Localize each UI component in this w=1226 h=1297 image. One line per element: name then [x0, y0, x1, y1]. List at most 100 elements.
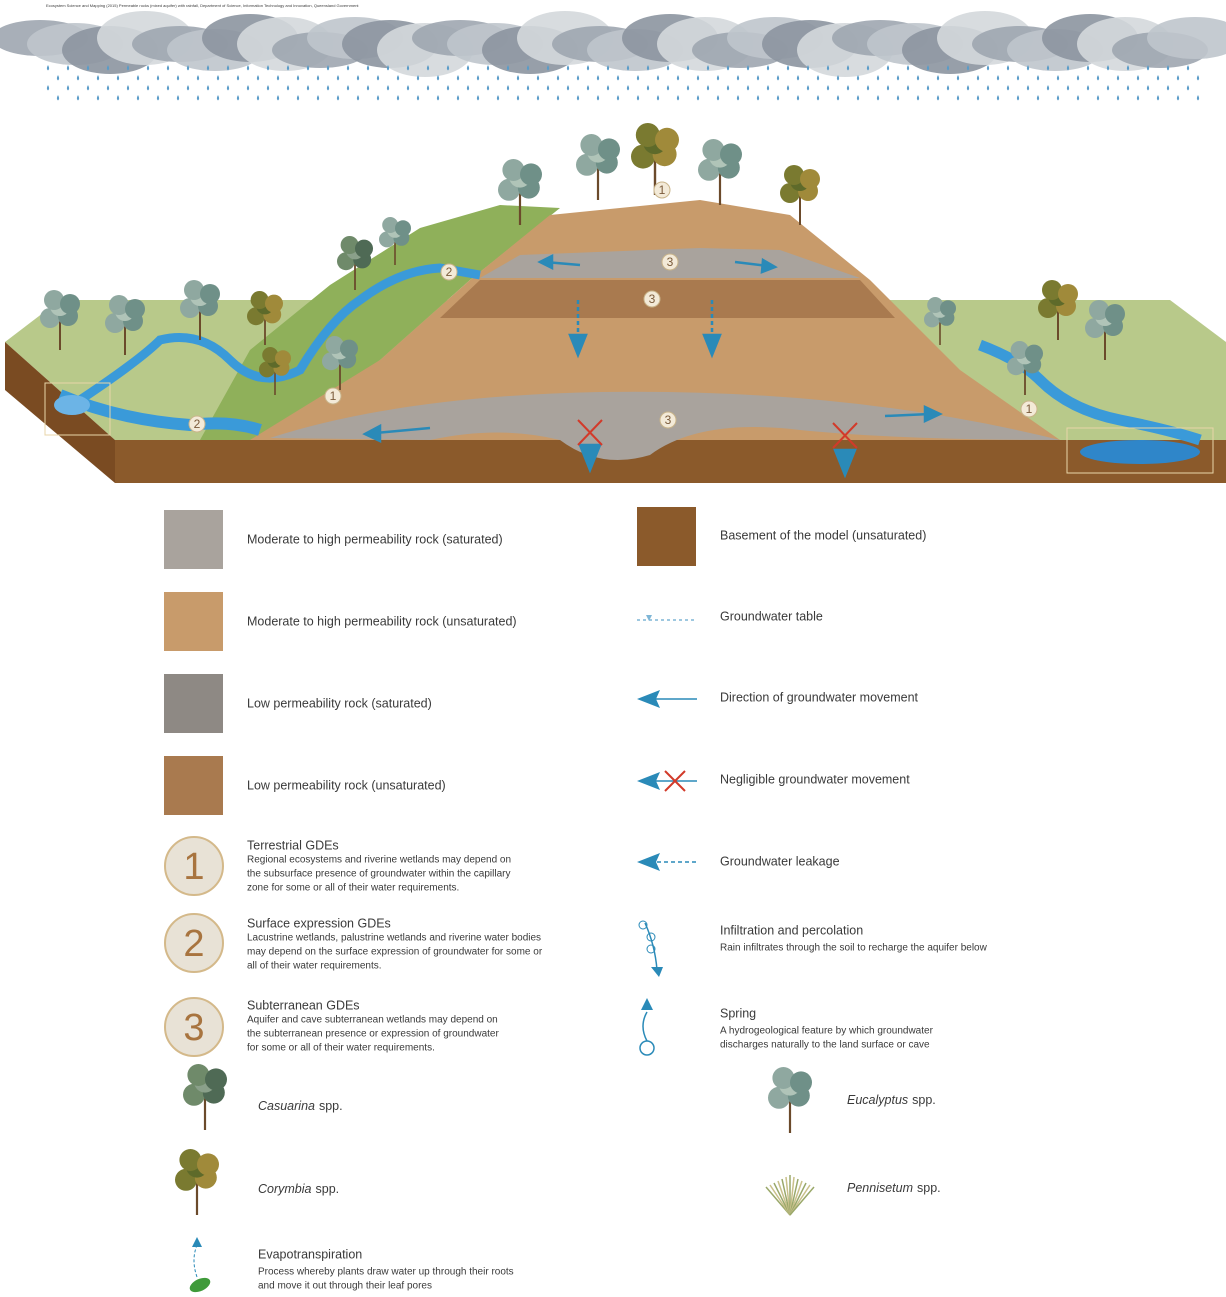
raindrop [177, 95, 179, 101]
raindrop [417, 95, 419, 101]
raindrop [907, 65, 909, 71]
legend-label: Basement of the model (unsaturated) [720, 528, 926, 542]
evapotranspiration-icon [192, 1237, 202, 1247]
foliage [60, 294, 80, 314]
raindrop [137, 95, 139, 101]
raindrop [377, 75, 379, 81]
process-description: Rain infiltrates through the soil to rec… [720, 943, 988, 954]
raindrop [597, 95, 599, 101]
landscape [5, 200, 1226, 483]
plant-label: Casuarinaspp. [258, 1099, 343, 1113]
raindrop [697, 95, 699, 101]
foliage [790, 1071, 812, 1093]
raindrop [127, 85, 129, 91]
infiltration-icon [645, 923, 657, 970]
foliage [1105, 304, 1125, 324]
raindrop [1157, 75, 1159, 81]
raindrop [627, 85, 629, 91]
foliage [720, 143, 742, 165]
gde-title: Subterranean GDEs [247, 998, 360, 1012]
raindrop [777, 95, 779, 101]
foliage [355, 240, 373, 258]
raindrop [567, 65, 569, 71]
plant-genus: Eucalyptus [847, 1093, 908, 1107]
raindrop [1087, 85, 1089, 91]
foliage [940, 300, 956, 316]
raindrop [427, 85, 429, 91]
raindrop [877, 75, 879, 81]
raindrop [587, 85, 589, 91]
raindrop [477, 75, 479, 81]
legend-label: Moderate to high permeability rock (unsa… [247, 614, 517, 628]
raindrop [987, 65, 989, 71]
raindrop [207, 85, 209, 91]
raindrop [1167, 85, 1169, 91]
raindrop [757, 95, 759, 101]
raindrop [767, 65, 769, 71]
marker-label: 2 [446, 265, 453, 279]
foliage [598, 138, 620, 160]
raindrop [847, 85, 849, 91]
raindrop [567, 85, 569, 91]
raindrop [317, 95, 319, 101]
raindrop [677, 75, 679, 81]
raindrop [1007, 85, 1009, 91]
foliage [275, 350, 291, 366]
attribution: Ecosystem Science and Mapping (2015) Per… [46, 3, 359, 8]
raindrop [97, 95, 99, 101]
raindrop [827, 85, 829, 91]
raindrop [937, 75, 939, 81]
foliage [205, 1068, 227, 1090]
raindrop [1147, 85, 1149, 91]
raindrop [557, 75, 559, 81]
raindrop [517, 75, 519, 81]
raindrop [477, 95, 479, 101]
raindrop [947, 85, 949, 91]
evapotranspiration-icon [187, 1275, 212, 1295]
raindrop [357, 95, 359, 101]
raindrop [247, 65, 249, 71]
raindrop [1177, 95, 1179, 101]
raindrop [1117, 95, 1119, 101]
raindrop [927, 85, 929, 91]
raindrop [807, 85, 809, 91]
raindrop [707, 85, 709, 91]
raindrop [817, 95, 819, 101]
marker-label: 1 [1026, 402, 1033, 416]
legend-swatch [164, 674, 223, 733]
raindrop [517, 95, 519, 101]
raindrop [797, 75, 799, 81]
gde-description: zone for some or all of their water requ… [247, 883, 459, 894]
raindrop [547, 85, 549, 91]
raindrop [157, 95, 159, 101]
raindrop [277, 95, 279, 101]
infiltration-icon [651, 967, 663, 977]
raindrop [747, 85, 749, 91]
process-description: discharges naturally to the land surface… [720, 1040, 930, 1051]
legend-label: Low permeability rock (unsaturated) [247, 778, 446, 792]
raindrop [447, 85, 449, 91]
raindrop [1057, 95, 1059, 101]
raindrop [1077, 95, 1079, 101]
legend-swatch [164, 756, 223, 815]
raindrop [767, 85, 769, 91]
raindrop [787, 85, 789, 91]
raindrop [957, 75, 959, 81]
raindrop [227, 85, 229, 91]
raindrop [387, 85, 389, 91]
raindrop [147, 65, 149, 71]
raindrop [857, 95, 859, 101]
raindrop [1097, 95, 1099, 101]
evapotranspiration-icon [194, 1245, 197, 1277]
raindrop [677, 95, 679, 101]
process-description: Process whereby plants draw water up thr… [258, 1267, 514, 1278]
foliage [125, 299, 145, 319]
raindrop [997, 95, 999, 101]
process-title: Infiltration and percolation [720, 923, 863, 937]
raindrop [87, 85, 89, 91]
foliage [1025, 345, 1043, 363]
raindrop [467, 85, 469, 91]
raindrop [997, 75, 999, 81]
raindrop [507, 85, 509, 91]
raindrop [237, 75, 239, 81]
